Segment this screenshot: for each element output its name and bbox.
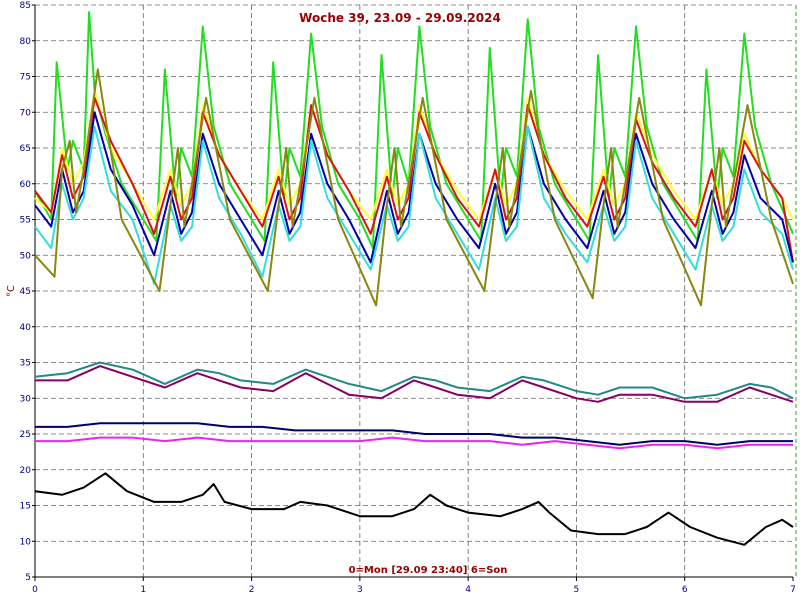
y-tick-label-1: 10 [20,537,32,547]
y-tick-label-0: 5 [25,573,31,583]
series-line-5 [34,68,794,307]
series-line-4 [34,125,794,285]
y-tick-label-16: 85 [20,1,31,11]
y-tick-label-2: 15 [20,502,31,512]
series-line-7 [35,365,794,403]
series-lines [34,11,794,546]
y-tick-labels: 5 10 15 20 25 30 35 40 45 50 55 60 65 70 75 80 85 [20,1,35,583]
series-line-6 [34,361,794,400]
y-tick-label-4: 25 [20,430,31,440]
series-line-0 [34,11,794,250]
y-tick-label-8: 45 [20,287,31,297]
series-line-3 [34,111,794,264]
x-tick-label-4: 4 [465,585,471,595]
y-tick-label-3: 20 [20,466,32,476]
x-tick-label-1: 1 [140,585,146,595]
y-tick-label-13: 70 [20,108,32,118]
y-tick-label-5: 30 [20,394,32,404]
x-axis-label: 0=Mon [29.09 23:40] 6=Son [349,565,508,576]
x-tick-label-0: 0 [32,585,38,595]
y-tick-label-9: 50 [20,251,32,261]
y-tick-label-12: 65 [20,144,31,154]
y-tick-label-11: 60 [20,180,32,190]
series-line-10 [34,472,794,546]
series-line-9 [35,436,793,450]
y-tick-label-6: 35 [20,359,31,369]
x-tick-label-3: 3 [357,585,363,595]
y-tick-label-14: 75 [20,73,31,83]
y-tick-label-15: 80 [20,37,32,47]
chart-title: Woche 39, 23.09 - 29.09.2024 [299,11,501,25]
x-tick-label-5: 5 [574,585,580,595]
x-tick-label-2: 2 [249,585,255,595]
x-tick-label-7: 7 [790,585,796,595]
y-tick-label-7: 40 [20,323,32,333]
y-tick-label-10: 55 [20,216,31,226]
series-line-2 [34,96,794,263]
x-tick-labels: 0 1 2 3 4 5 6 7 [32,577,796,595]
series-line-8 [35,422,793,446]
y-axis-label: °C [6,285,17,297]
x-tick-label-6: 6 [682,585,688,595]
